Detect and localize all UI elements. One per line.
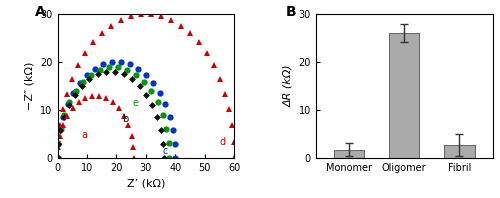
Y-axis label: ΔR (kΩ): ΔR (kΩ): [283, 65, 293, 108]
Text: a: a: [81, 130, 87, 140]
Bar: [389, 33, 420, 158]
Text: B: B: [286, 5, 296, 19]
Text: A: A: [34, 5, 46, 19]
Text: b: b: [122, 114, 128, 124]
X-axis label: Z’ (kΩ): Z’ (kΩ): [126, 179, 165, 189]
Bar: [334, 150, 364, 158]
Text: d: d: [220, 137, 226, 147]
Text: e: e: [132, 98, 138, 108]
Bar: [444, 145, 474, 158]
Text: c: c: [162, 146, 168, 156]
Y-axis label: −Z″ (kΩ): −Z″ (kΩ): [24, 62, 34, 110]
